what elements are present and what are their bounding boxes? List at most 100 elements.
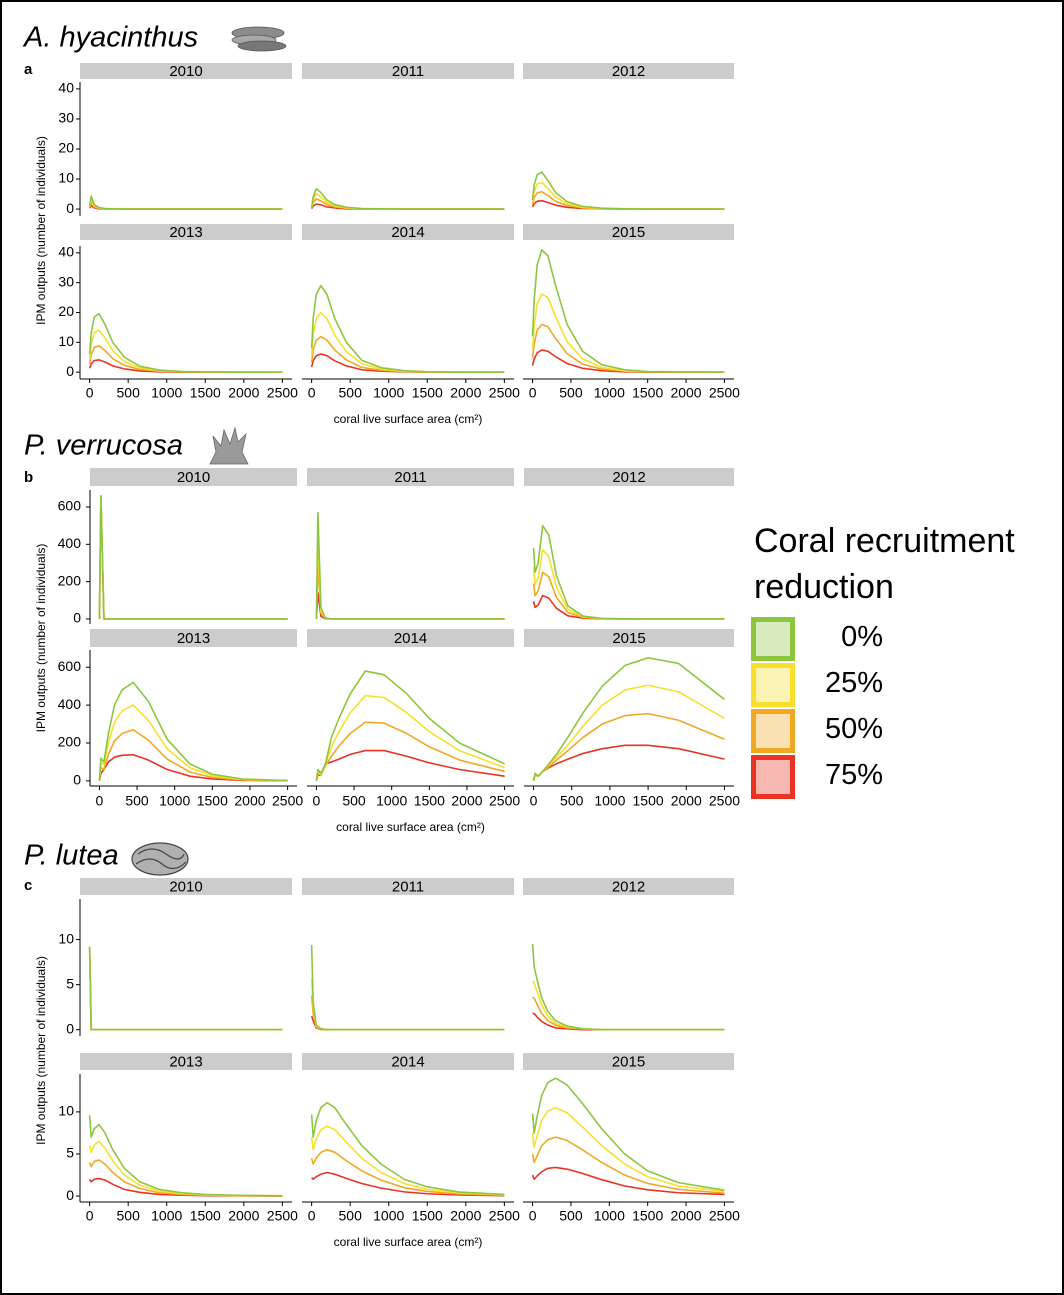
series-line <box>88 312 283 373</box>
series-line <box>88 1115 283 1197</box>
legend-swatch-fill <box>756 622 790 656</box>
x-tick-label: 1500 <box>197 793 228 809</box>
facet-title: 2010 <box>177 469 210 486</box>
series-line <box>315 670 505 781</box>
series-line <box>98 494 288 620</box>
x-tick-label: 0 <box>530 793 538 809</box>
legend-title: Coral recruitment reduction <box>754 522 1015 606</box>
x-tick-label: 1000 <box>373 1208 404 1224</box>
species-title: P. verrucosa <box>24 430 183 462</box>
series-line <box>310 979 505 1031</box>
y-tick-label: 0 <box>66 1020 74 1036</box>
facet-title: 2014 <box>391 224 424 241</box>
x-tick-label: 2500 <box>489 1208 520 1224</box>
series-line <box>532 656 725 782</box>
y-tick-label: 20 <box>58 303 74 319</box>
x-tick-label: 2500 <box>709 793 740 809</box>
x-tick-label: 2000 <box>450 1208 481 1224</box>
x-axis-title: coral live surface area (cm²) <box>334 412 483 426</box>
facet-strip <box>80 878 292 895</box>
series-line <box>315 721 505 782</box>
series-line <box>88 946 283 1031</box>
facet-title: 2010 <box>169 63 202 80</box>
facet-title: 2011 <box>392 878 424 895</box>
series-line <box>98 494 288 620</box>
series-line <box>531 249 725 373</box>
facet-strip <box>523 63 734 79</box>
y-tick-label: 10 <box>58 170 74 186</box>
facet-strip <box>90 629 297 647</box>
x-tick-label: 2000 <box>228 385 259 401</box>
facet-title: 2013 <box>177 630 210 647</box>
facet-strip <box>523 1053 734 1070</box>
series-line <box>98 728 288 782</box>
facet-title: 2015 <box>612 630 645 647</box>
x-tick-label: 2500 <box>489 385 520 401</box>
x-tick-label: 1000 <box>159 793 190 809</box>
y-tick-label: 20 <box>58 140 74 156</box>
species-icon <box>209 426 249 465</box>
legend-label: 75% <box>824 759 883 791</box>
legend-label: 50% <box>824 713 883 745</box>
x-tick-label: 2000 <box>234 793 265 809</box>
series-line <box>88 329 283 373</box>
x-tick-label: 0 <box>308 385 316 401</box>
series-line <box>310 187 505 210</box>
x-tick-label: 2500 <box>709 385 740 401</box>
series-line <box>531 171 725 210</box>
series-line <box>98 494 288 620</box>
y-tick-label: 0 <box>66 200 74 216</box>
y-tick-label: 400 <box>58 535 82 551</box>
x-tick-label: 500 <box>559 1208 583 1224</box>
legend-swatch <box>751 709 795 753</box>
x-tick-label: 1000 <box>373 385 404 401</box>
facet-title: 2014 <box>394 630 427 647</box>
series-line <box>531 980 725 1031</box>
series-line <box>310 353 505 373</box>
x-tick-label: 1500 <box>633 793 664 809</box>
series-line <box>531 349 725 373</box>
y-tick-label: 5 <box>66 975 74 991</box>
legend-swatch-fill <box>756 668 790 702</box>
x-axis-title: coral live surface area (cm²) <box>334 1235 483 1249</box>
series-line <box>315 537 505 620</box>
facet-strip <box>80 224 292 240</box>
series-line <box>88 198 283 210</box>
x-tick-label: 0 <box>529 385 537 401</box>
facet-title: 2012 <box>612 878 645 895</box>
facet-title: 2010 <box>169 878 202 895</box>
y-tick-label: 40 <box>58 80 74 96</box>
y-tick-label: 10 <box>58 930 74 946</box>
x-tick-label: 0 <box>96 793 104 809</box>
y-tick-label: 400 <box>58 696 82 712</box>
series-line <box>88 946 283 1031</box>
series-line <box>315 564 505 620</box>
facet-strip <box>523 878 734 895</box>
facet-title: 2013 <box>169 224 202 241</box>
y-tick-label: 200 <box>58 734 82 750</box>
x-tick-label: 2000 <box>671 793 702 809</box>
facet-title: 2014 <box>391 1053 424 1070</box>
facet-strip <box>307 468 514 486</box>
legend-swatch <box>751 755 795 799</box>
series-line <box>531 1106 725 1193</box>
species-title: P. lutea <box>24 840 119 872</box>
y-axis-title: IPM outputs (number of individuals) <box>34 544 48 733</box>
series-line <box>310 335 505 373</box>
x-tick-label: 1000 <box>151 385 182 401</box>
series-line <box>531 181 725 210</box>
facet-title: 2011 <box>394 469 426 486</box>
series-line <box>310 284 505 373</box>
series-line <box>311 1171 505 1197</box>
y-tick-label: 10 <box>58 333 74 349</box>
facet-strip <box>80 1053 292 1070</box>
facet-strip <box>80 63 292 79</box>
y-tick-label: 40 <box>58 244 74 260</box>
y-tick-label: 0 <box>66 363 74 379</box>
y-tick-label: 0 <box>73 772 81 788</box>
x-tick-label: 1000 <box>594 385 625 401</box>
series-line <box>531 1077 725 1191</box>
series-line <box>531 323 725 373</box>
